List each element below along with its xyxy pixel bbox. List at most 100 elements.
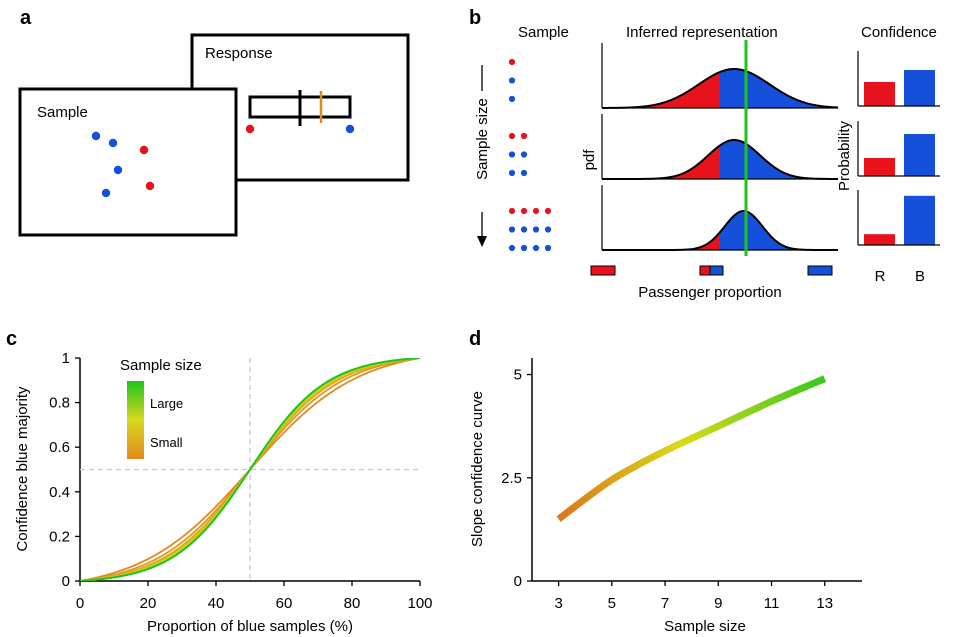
sample-size-dot-red <box>508 132 516 140</box>
sample-dot-blue <box>108 138 118 148</box>
axis-mid-blue-marker <box>709 265 724 276</box>
legend-color-scale <box>127 381 144 459</box>
sample-size-dot-blue <box>508 226 516 233</box>
distribution-blue-area <box>720 140 838 179</box>
c-x-axis-label: Proportion of blue samples (%) <box>147 618 353 635</box>
sample-size-dot-blue <box>508 244 516 252</box>
legend-large-label: Large <box>150 396 183 411</box>
panel-a-label: a <box>20 7 32 29</box>
sample-size-dot-red <box>532 207 540 215</box>
panel-d-label: d <box>469 328 481 350</box>
sample-size-dot-blue <box>520 226 528 233</box>
confidence-bar-red <box>864 158 895 176</box>
bar-label-r: R <box>875 268 886 285</box>
confidence-bar-blue <box>904 195 935 245</box>
distribution-blue-area <box>720 211 838 250</box>
inferred-distributions <box>601 43 839 251</box>
distribution-blue-area <box>720 69 838 108</box>
sample-size-dot-blue <box>508 77 516 84</box>
c-x-tick-label: 60 <box>276 595 293 612</box>
axis-mid-red-marker <box>699 265 711 276</box>
sample-screen-title: Sample <box>37 104 88 121</box>
d-x-tick-label: 5 <box>608 595 616 612</box>
sample-size-dot-blue <box>508 151 516 158</box>
distribution-red-area <box>602 72 720 108</box>
d-y-tick-label: 0 <box>514 573 522 590</box>
d-data-points <box>559 379 825 520</box>
sample-dot-red <box>139 145 149 155</box>
slider-blue-end-dot <box>345 124 355 134</box>
c-y-tick-label: 0 <box>62 573 70 590</box>
distribution-red-area <box>602 232 720 250</box>
panel-c-label: c <box>6 328 17 350</box>
c-y-tick-label: 0.4 <box>49 484 70 501</box>
sample-dot-red <box>145 181 155 191</box>
c-y-tick-label: 1 <box>62 350 70 367</box>
sample-size-dot-red <box>544 207 552 215</box>
sample-size-dot-blue <box>520 151 528 158</box>
sample-size-dot-blue <box>520 169 528 177</box>
panel-b-label: b <box>469 7 481 29</box>
d-y-tick-label: 5 <box>514 367 522 384</box>
d-ticks: 3 5 7 9 11 13 0 2.5 5 <box>501 367 833 612</box>
c-x-tick-label: 20 <box>140 595 157 612</box>
sample-size-dot-red <box>508 58 516 66</box>
axis-end-blue-marker <box>807 265 833 276</box>
c-x-tick-label: 0 <box>76 595 84 612</box>
panel-c: c 0 20 40 60 80 100 0 0.2 0.4 0.6 0.8 1 Confidence … <box>6 328 433 635</box>
c-ticks: 0 20 40 60 80 100 0 0.2 0.4 0.6 0.8 1 <box>49 350 432 612</box>
sample-size-dot-blue <box>532 226 540 233</box>
panel-b: b Sample Inferred representation Confide… <box>469 7 940 301</box>
legend-small-label: Small <box>150 435 183 450</box>
d-x-tick-label: 9 <box>714 595 722 612</box>
c-y-axis-label: Confidence blue majority <box>14 386 31 552</box>
slider-red-end-dot <box>245 124 255 134</box>
pdf-axis-label: pdf <box>581 149 598 171</box>
confidence-bars <box>857 51 940 246</box>
panel-a: a Response Sample <box>18 7 410 237</box>
confidence-bar-red <box>864 82 895 106</box>
column-title-inferred: Inferred representation <box>626 24 778 41</box>
sample-size-dot-red <box>508 207 516 215</box>
sample-screen <box>18 87 238 237</box>
distribution-red-area <box>602 145 720 179</box>
sample-size-label: Sample size <box>474 98 491 180</box>
sample-dot-blue <box>91 131 101 141</box>
c-y-tick-label: 0.8 <box>49 395 70 412</box>
axis-end-red-marker <box>590 265 616 276</box>
panel-d: d 3 5 7 9 11 13 0 2.5 5 Slope confidence curve S… <box>469 328 862 635</box>
column-title-confidence: Confidence <box>861 24 937 41</box>
c-y-tick-label: 0.6 <box>49 439 70 456</box>
sample-size-dot-blue <box>544 244 552 252</box>
confidence-bar-red <box>864 234 895 245</box>
sample-size-dot-blue <box>508 169 516 177</box>
sample-size-dot-red <box>520 207 528 215</box>
c-x-tick-label: 40 <box>208 595 225 612</box>
d-x-tick-label: 13 <box>816 595 833 612</box>
sample-size-dot-red <box>520 132 528 140</box>
c-x-tick-label: 80 <box>344 595 361 612</box>
c-confidence-curves <box>80 358 420 581</box>
c-y-tick-label: 0.2 <box>49 528 70 545</box>
sample-dot-blue <box>113 165 123 175</box>
passenger-proportion-label: Passenger proportion <box>638 284 781 301</box>
sample-size-dot-blue <box>508 95 516 103</box>
sample-size-dot-blue <box>532 244 540 252</box>
d-y-axis-label: Slope confidence curve <box>469 391 486 547</box>
legend-title: Sample size <box>120 357 202 374</box>
d-slope-curve <box>556 375 827 522</box>
d-x-tick-label: 3 <box>554 595 562 612</box>
confidence-bar-blue <box>904 70 935 106</box>
bar-label-b: B <box>915 268 925 285</box>
c-x-tick-label: 100 <box>407 595 432 612</box>
c-confidence-curve <box>80 358 420 581</box>
sample-size-dot-blue <box>544 226 552 233</box>
column-title-sample: Sample <box>518 24 569 41</box>
sample-size-dot-blue <box>520 244 528 252</box>
sample-dot-blue <box>101 188 111 198</box>
d-x-tick-label: 7 <box>661 595 669 612</box>
d-x-tick-label: 11 <box>764 595 780 612</box>
sample-size-arrowhead <box>477 236 487 247</box>
d-y-tick-label: 2.5 <box>501 470 522 487</box>
